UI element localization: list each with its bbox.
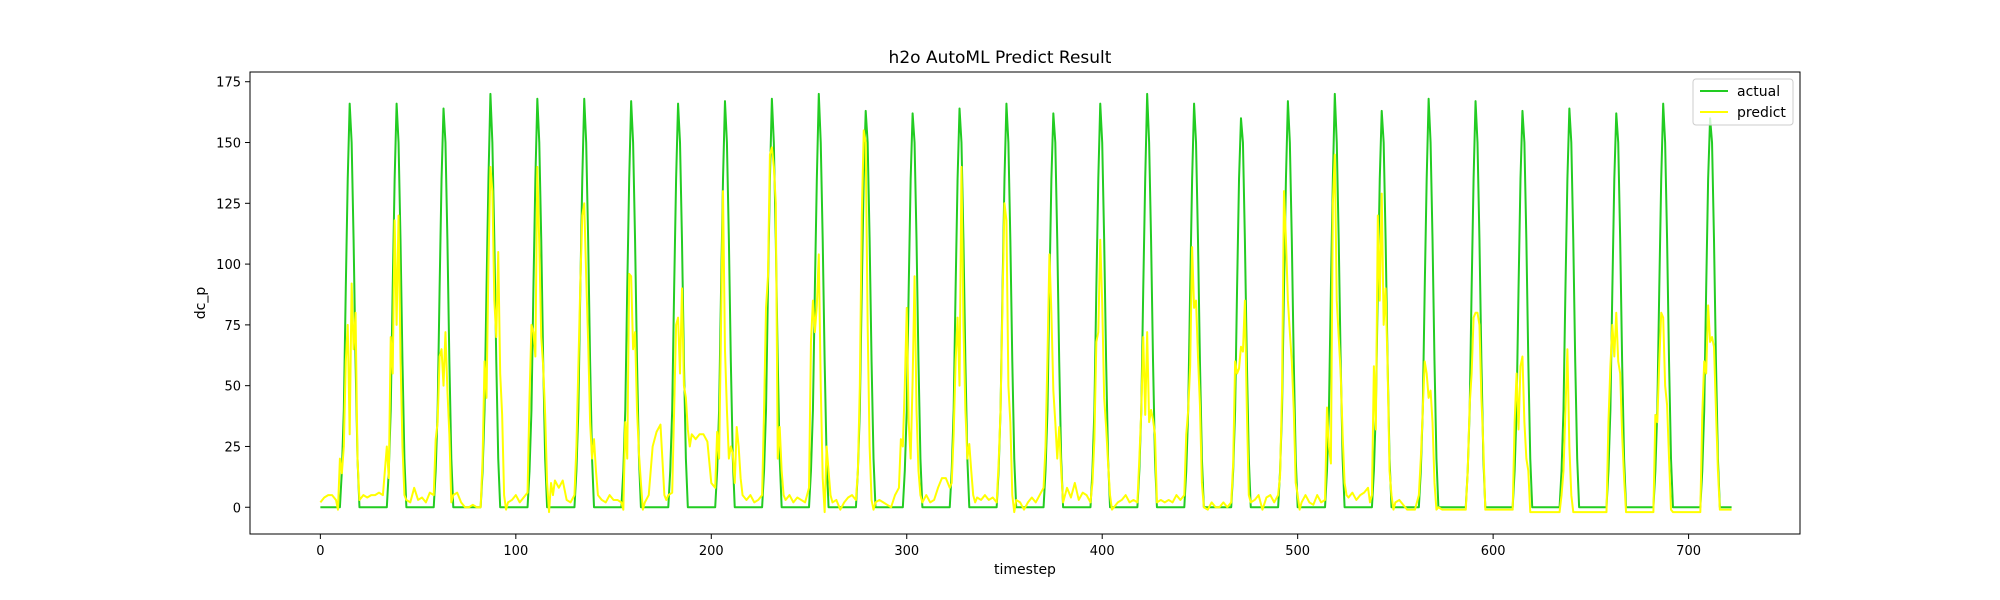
y-tick-label: 0	[233, 501, 241, 516]
x-tick-label: 700	[1676, 544, 1701, 559]
x-axis-label: timestep	[994, 562, 1056, 578]
x-tick-label: 100	[503, 544, 528, 559]
y-axis-label: dc_p	[193, 287, 209, 320]
x-tick-label: 600	[1481, 544, 1506, 559]
y-tick-label: 175	[216, 76, 241, 91]
series-line-actual	[320, 92, 1732, 509]
x-tick-label: 300	[894, 544, 919, 559]
y-tick-label: 125	[216, 197, 241, 212]
x-axis: 0 100 200 300 400 500 600 700	[316, 534, 1701, 559]
x-tick-label: 0	[316, 544, 324, 559]
plot-frame	[249, 71, 1801, 535]
y-tick-label: 25	[224, 440, 241, 455]
legend: actual predict	[1692, 78, 1794, 126]
y-tick-label: 75	[224, 319, 241, 334]
x-tick-label: 200	[699, 544, 724, 559]
series-line-predict	[319, 129, 1732, 514]
plot-area	[319, 92, 1732, 514]
x-tick-label: 500	[1285, 544, 1310, 559]
chart-title: h2o AutoML Predict Result	[889, 48, 1112, 68]
legend-label-actual: actual	[1737, 84, 1780, 100]
y-tick-label: 50	[224, 380, 241, 395]
legend-label-predict: predict	[1737, 105, 1786, 121]
series-layer	[319, 92, 1732, 514]
y-tick-label: 150	[216, 137, 241, 152]
y-tick-label: 100	[216, 258, 241, 273]
x-tick-label: 400	[1090, 544, 1115, 559]
y-axis: 0 25 50 75 100 125 150 175	[216, 76, 250, 516]
